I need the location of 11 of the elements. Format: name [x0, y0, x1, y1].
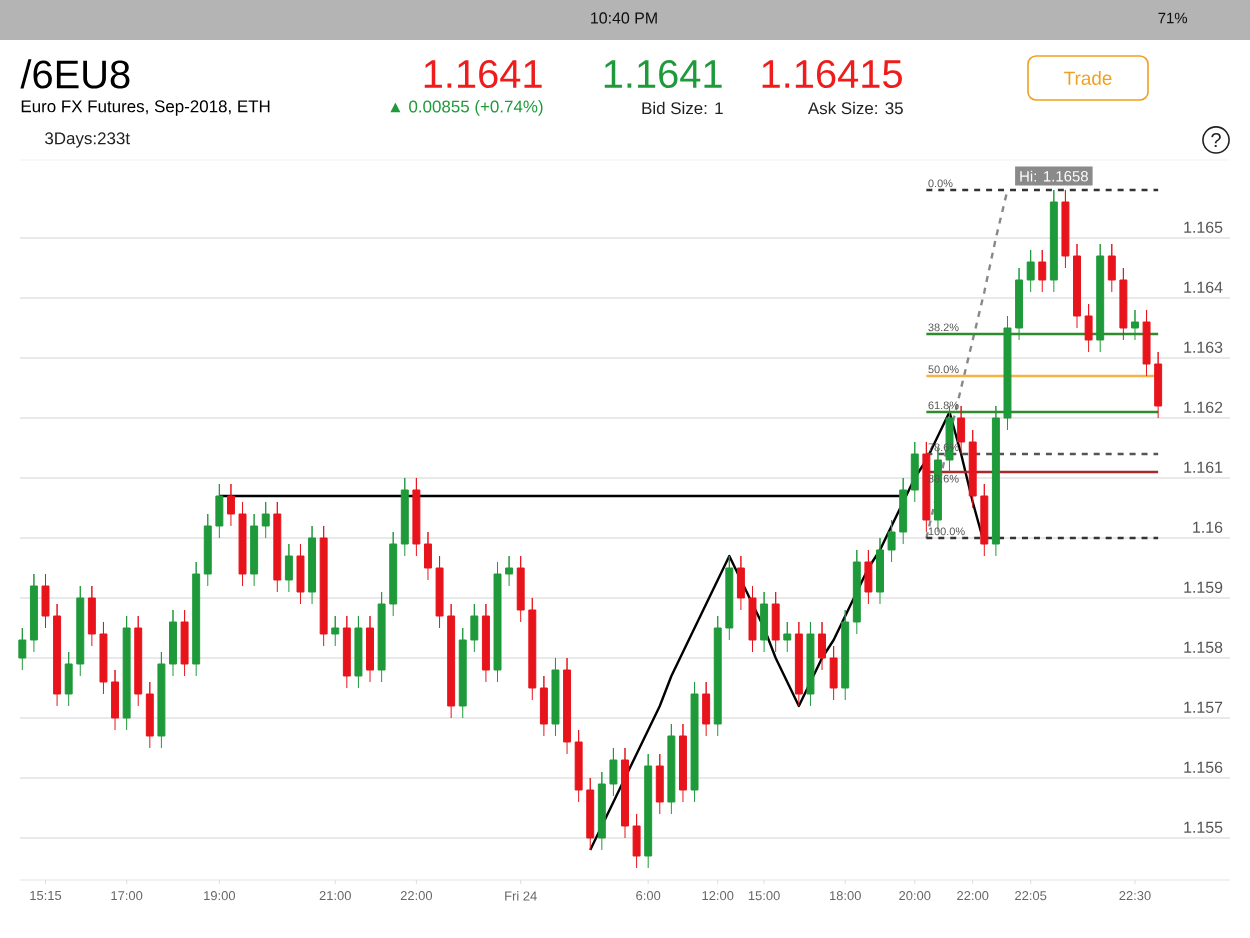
- text: 1.1641: [424, 59, 542, 89]
- text: Bid Size: 1: [642, 101, 723, 115]
- text: 1.1641: [604, 59, 722, 89]
- text: 3Days:233t: [45, 132, 130, 148]
- text: Trade: [1064, 71, 1112, 85]
- chart-subtitle: Euro FX Futures, Sep-2018, ETH: [21, 100, 270, 116]
- chart-title: /6EU8: [20, 59, 130, 89]
- text: 1.16415: [762, 59, 902, 89]
- text: ?: [1211, 133, 1221, 147]
- text: Ask Size: 35: [807, 101, 903, 115]
- text: ▲ 0.00855 (+0.74%): [390, 100, 543, 116]
